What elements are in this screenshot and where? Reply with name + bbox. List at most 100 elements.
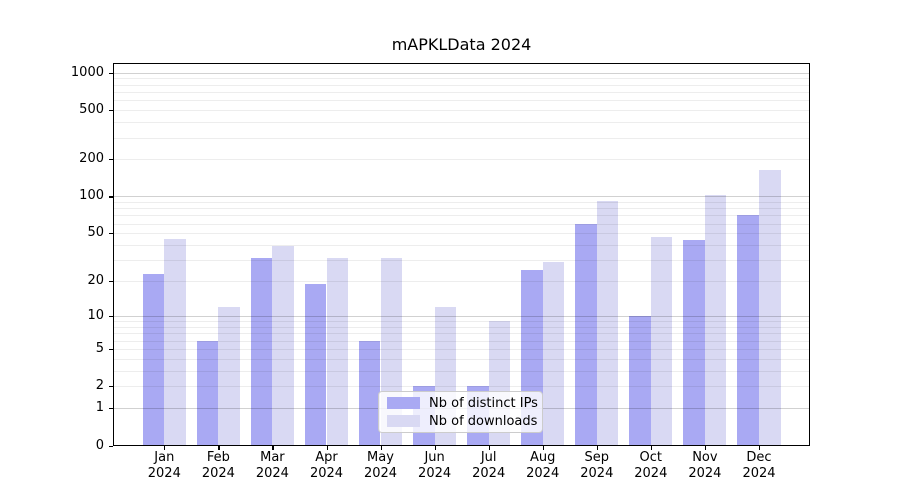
gridline-minor	[113, 348, 810, 350]
bar-distinct-ips	[737, 215, 759, 446]
bar-distinct-ips	[358, 340, 381, 446]
legend-label-distinct-ips: Nb of distinct IPs	[429, 395, 538, 411]
gridline-minor	[113, 137, 810, 139]
y-tick-mark	[109, 408, 113, 410]
y-tick-mark	[109, 159, 113, 161]
gridline-major	[113, 72, 810, 74]
x-axis-tick-label: Nov 2024	[675, 450, 735, 482]
y-axis-tick-label: 0	[95, 437, 104, 453]
gridline-minor	[113, 245, 810, 247]
x-axis-tick-label: Jul 2024	[459, 450, 519, 482]
x-tick-mark	[434, 445, 436, 450]
x-tick-year: 2024	[201, 466, 235, 481]
legend: Nb of distinct IPs Nb of downloads	[378, 391, 543, 433]
gridline-minor	[113, 281, 810, 283]
bar-downloads	[759, 170, 781, 446]
gridline-minor	[113, 370, 810, 372]
y-tick-mark	[109, 72, 113, 74]
x-tick-month: Feb	[206, 450, 230, 465]
bar-downloads	[326, 258, 349, 446]
x-tick-mark	[488, 445, 490, 450]
x-tick-year: 2024	[688, 466, 722, 481]
x-tick-month: Jun	[424, 450, 445, 465]
bar-distinct-ips	[629, 316, 651, 446]
y-tick-mark	[109, 445, 113, 447]
bar-distinct-ips	[575, 223, 597, 446]
x-axis-tick-label: Sep 2024	[567, 450, 627, 482]
y-axis-tick-label: 500	[79, 102, 104, 117]
y-tick-mark	[109, 386, 113, 388]
x-axis-tick-label: Mar 2024	[242, 450, 302, 482]
gridline-minor	[113, 340, 810, 342]
x-tick-year: 2024	[363, 466, 398, 481]
x-tick-mark	[542, 445, 544, 450]
x-tick-mark	[759, 445, 761, 450]
x-tick-month: Oct	[639, 450, 663, 465]
bar-distinct-ips	[683, 240, 705, 446]
gridline-minor	[113, 122, 810, 123]
x-tick-year: 2024	[309, 466, 344, 481]
bar-downloads	[542, 261, 565, 446]
gridline-minor	[113, 386, 810, 388]
x-tick-year: 2024	[255, 466, 289, 481]
x-tick-month: Aug	[529, 450, 556, 465]
x-tick-year: 2024	[580, 466, 614, 481]
x-axis-tick-label: Jun 2024	[405, 450, 465, 482]
gridline-minor	[113, 233, 810, 235]
x-tick-month: Jan	[154, 450, 175, 465]
x-tick-year: 2024	[418, 466, 452, 481]
y-axis-tick-label: 50	[87, 225, 104, 241]
y-axis-tick-label: 20	[87, 273, 104, 289]
bar-downloads	[272, 246, 294, 446]
bar-downloads	[218, 307, 240, 446]
bar-downloads	[596, 200, 619, 446]
x-tick-mark	[164, 445, 166, 450]
y-tick-mark	[109, 196, 113, 198]
gridline-minor	[113, 215, 810, 217]
y-tick-mark	[109, 316, 113, 318]
gridline-minor	[113, 358, 810, 360]
x-axis-tick-label: Jan 2024	[134, 450, 194, 482]
legend-item-distinct-ips: Nb of distinct IPs	[387, 396, 538, 411]
gridline-minor	[113, 321, 810, 323]
x-tick-year: 2024	[147, 466, 181, 481]
bar-downloads	[704, 195, 727, 446]
gridline-minor	[113, 260, 810, 262]
y-axis-tick-label: 2	[95, 378, 104, 394]
bar-downloads	[164, 238, 186, 446]
x-tick-mark	[272, 445, 274, 450]
gridline-major	[113, 316, 810, 318]
bar-downloads	[650, 236, 673, 446]
x-axis-tick-label: May 2024	[351, 450, 411, 482]
y-axis-tick-label: 10	[87, 308, 104, 324]
x-tick-month: Nov	[692, 450, 718, 465]
gridline-minor	[113, 84, 810, 86]
y-axis-tick-label: 1	[95, 400, 104, 416]
gridline-minor	[113, 78, 810, 80]
y-tick-mark	[109, 110, 113, 112]
gridline-minor	[113, 208, 810, 210]
gridline-minor	[113, 110, 810, 111]
x-axis-tick-label: Feb 2024	[188, 450, 248, 482]
x-tick-mark	[380, 445, 382, 450]
gridline-minor	[113, 100, 810, 102]
x-tick-year: 2024	[526, 466, 560, 481]
y-axis-tick-label: 1000	[70, 64, 104, 80]
x-axis-tick-label: Dec 2024	[729, 450, 789, 482]
bar-distinct-ips	[196, 340, 219, 446]
bar-distinct-ips	[142, 274, 165, 446]
x-tick-month: Jul	[480, 450, 497, 465]
y-axis-tick-label: 200	[79, 151, 104, 167]
gridline-minor	[113, 91, 810, 93]
gridline-minor	[113, 326, 810, 328]
bar-distinct-ips	[250, 258, 273, 446]
gridline-minor	[113, 159, 810, 161]
legend-swatch-distinct-ips	[387, 397, 420, 409]
x-tick-mark	[218, 445, 220, 450]
x-tick-month: Mar	[260, 450, 285, 465]
gridline-major	[113, 196, 810, 198]
x-tick-mark	[704, 445, 707, 450]
legend-item-downloads: Nb of downloads	[387, 414, 537, 429]
x-axis-tick-label: Aug 2024	[513, 450, 573, 482]
gridline-minor	[113, 202, 810, 203]
